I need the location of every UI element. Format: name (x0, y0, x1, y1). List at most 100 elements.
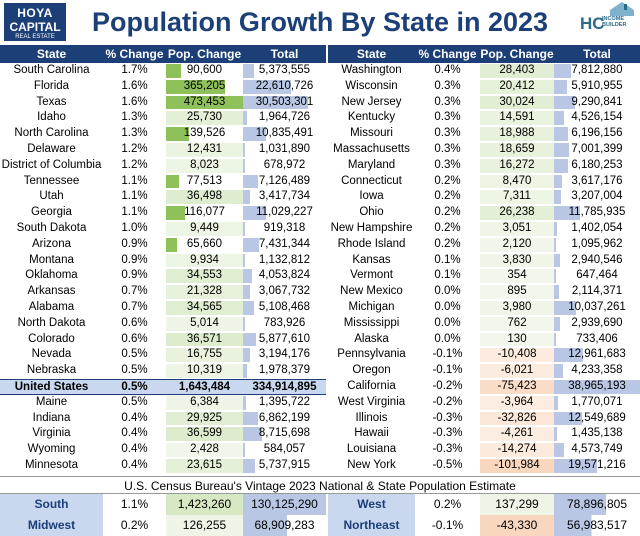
state-cell: Louisiana (346, 443, 397, 456)
pct-cell: 0.2% (434, 190, 461, 203)
change-value: -3,964 (500, 395, 534, 408)
source-note: U.S. Census Bureau's Vintage 2023 Nation… (0, 476, 640, 494)
total-bar (554, 237, 557, 252)
total-cell: 6,196,156 (554, 126, 640, 142)
state-cell: Florida (33, 79, 70, 92)
state-cell: Kentucky (347, 111, 396, 124)
change-cell: -4,261 (480, 426, 554, 442)
change-bar (480, 395, 554, 410)
total-value: 5,108,468 (258, 301, 311, 313)
total-bar (243, 269, 252, 284)
change-value: 8,470 (502, 174, 532, 187)
change-value: 14,591 (499, 111, 535, 124)
change-cell: 354 (480, 268, 554, 284)
change-cell: -10,408 (480, 347, 554, 363)
change-bar (480, 237, 554, 252)
table-row: Maryland 0.3% 16,272 6,180,253 (328, 158, 640, 174)
change-value: -6,021 (500, 364, 534, 377)
state-cell: North Carolina (14, 127, 89, 140)
change-bar (166, 332, 243, 347)
page-title: Population Growth By State in 2023 (91, 7, 549, 37)
change-value: -4,261 (500, 427, 534, 440)
pct-cell: 0.5% (121, 395, 148, 408)
total-cell: 10,037,261 (554, 300, 640, 316)
change-bar (166, 427, 243, 442)
table-row: Georgia 1.1% 116,077 11,029,227 (0, 205, 326, 221)
state-cell: Delaware (27, 143, 76, 155)
state-cell: Wisconsin (345, 79, 398, 92)
table-row: North Dakota 0.6% 5,014 783,926 (0, 316, 326, 332)
table-row: West Virginia -0.2% -3,964 1,770,071 (328, 395, 640, 411)
total-cell: 4,573,749 (554, 442, 640, 458)
change-value: -14,274 (497, 443, 537, 456)
change-value: 12,431 (186, 143, 223, 155)
change-value: 36,498 (186, 190, 223, 203)
total-bar (554, 158, 568, 173)
table-row: Arkansas 0.7% 21,328 3,067,732 (0, 284, 326, 300)
table-row: Oklahoma 0.9% 34,553 4,053,824 (0, 268, 326, 284)
table-row: Texas 1.6% 473,453 30,503,301 (0, 95, 326, 111)
total-value: 3,617,176 (571, 174, 623, 187)
change-value: 895 (507, 285, 527, 298)
pct-cell: 1.1% (121, 190, 148, 203)
total-bar (243, 459, 256, 473)
total-value: 783,926 (263, 316, 306, 329)
pct-cell: 0.0% (434, 316, 461, 329)
table-row: Nevada 0.5% 16,755 3,194,176 (0, 347, 326, 363)
change-cell: 14,591 (480, 110, 554, 126)
pct-cell: 0.3% (434, 158, 461, 171)
change-cell: -32,826 (480, 411, 554, 427)
change-bar (166, 348, 243, 363)
total-cell: 5,737,915 (243, 458, 326, 474)
change-cell: 2,120 (480, 237, 554, 253)
pct-cell: 0.3% (434, 95, 461, 108)
pct-cell: 1.1% (121, 206, 148, 219)
change-value: -75,423 (497, 380, 537, 392)
change-value: 6,384 (190, 395, 219, 408)
change-value: 762 (507, 316, 527, 329)
total-cell: 3,617,176 (554, 174, 640, 190)
pct-cell: 0.2% (434, 174, 461, 187)
total-value: 4,573,749 (571, 443, 623, 456)
total-bar (554, 174, 562, 189)
total-value: 22,610,726 (255, 79, 314, 92)
change-bar (480, 427, 554, 442)
change-value: 21,328 (186, 285, 223, 298)
change-bar (166, 127, 189, 141)
change-value: 36,599 (186, 427, 223, 440)
change-bar (166, 443, 243, 457)
change-bar (166, 222, 243, 236)
change-bar (480, 190, 554, 205)
total-value: 3,067,732 (258, 285, 311, 298)
change-cell: 77,513 (166, 174, 243, 190)
change-bar (166, 459, 243, 473)
state-cell: West Virginia (337, 395, 406, 408)
state-cell: Massachusetts (333, 143, 410, 155)
table-row: Kansas 0.1% 3,830 2,940,546 (328, 253, 640, 269)
change-bar (166, 158, 243, 173)
total-bar (554, 380, 640, 394)
total-value: 4,526,154 (571, 111, 623, 124)
change-cell: 23,615 (166, 458, 243, 474)
table-row: Pennsylvania -0.1% -10,408 12,961,683 (328, 347, 640, 363)
region-name: South (0, 494, 103, 515)
total-bar (554, 253, 561, 268)
change-value: 90,600 (186, 64, 223, 76)
total-cell: 1,770,071 (554, 395, 640, 411)
change-cell: 139,526 (166, 126, 243, 142)
total-bar (554, 285, 559, 299)
table-row: Mississippi 0.0% 762 2,939,690 (328, 316, 640, 332)
change-bar (166, 395, 243, 410)
total-value: 7,431,344 (258, 237, 311, 250)
total-bar (554, 411, 582, 426)
change-bar (166, 64, 181, 78)
change-value: 9,934 (190, 253, 219, 266)
change-bar (480, 364, 554, 378)
total-bar (554, 127, 568, 141)
total-bar (243, 222, 245, 236)
total-bar (554, 222, 558, 236)
change-value: -101,984 (494, 459, 540, 471)
total-cell: 7,812,880 (554, 63, 640, 79)
total-value: 1,132,812 (258, 253, 311, 266)
total-bar (243, 111, 248, 126)
